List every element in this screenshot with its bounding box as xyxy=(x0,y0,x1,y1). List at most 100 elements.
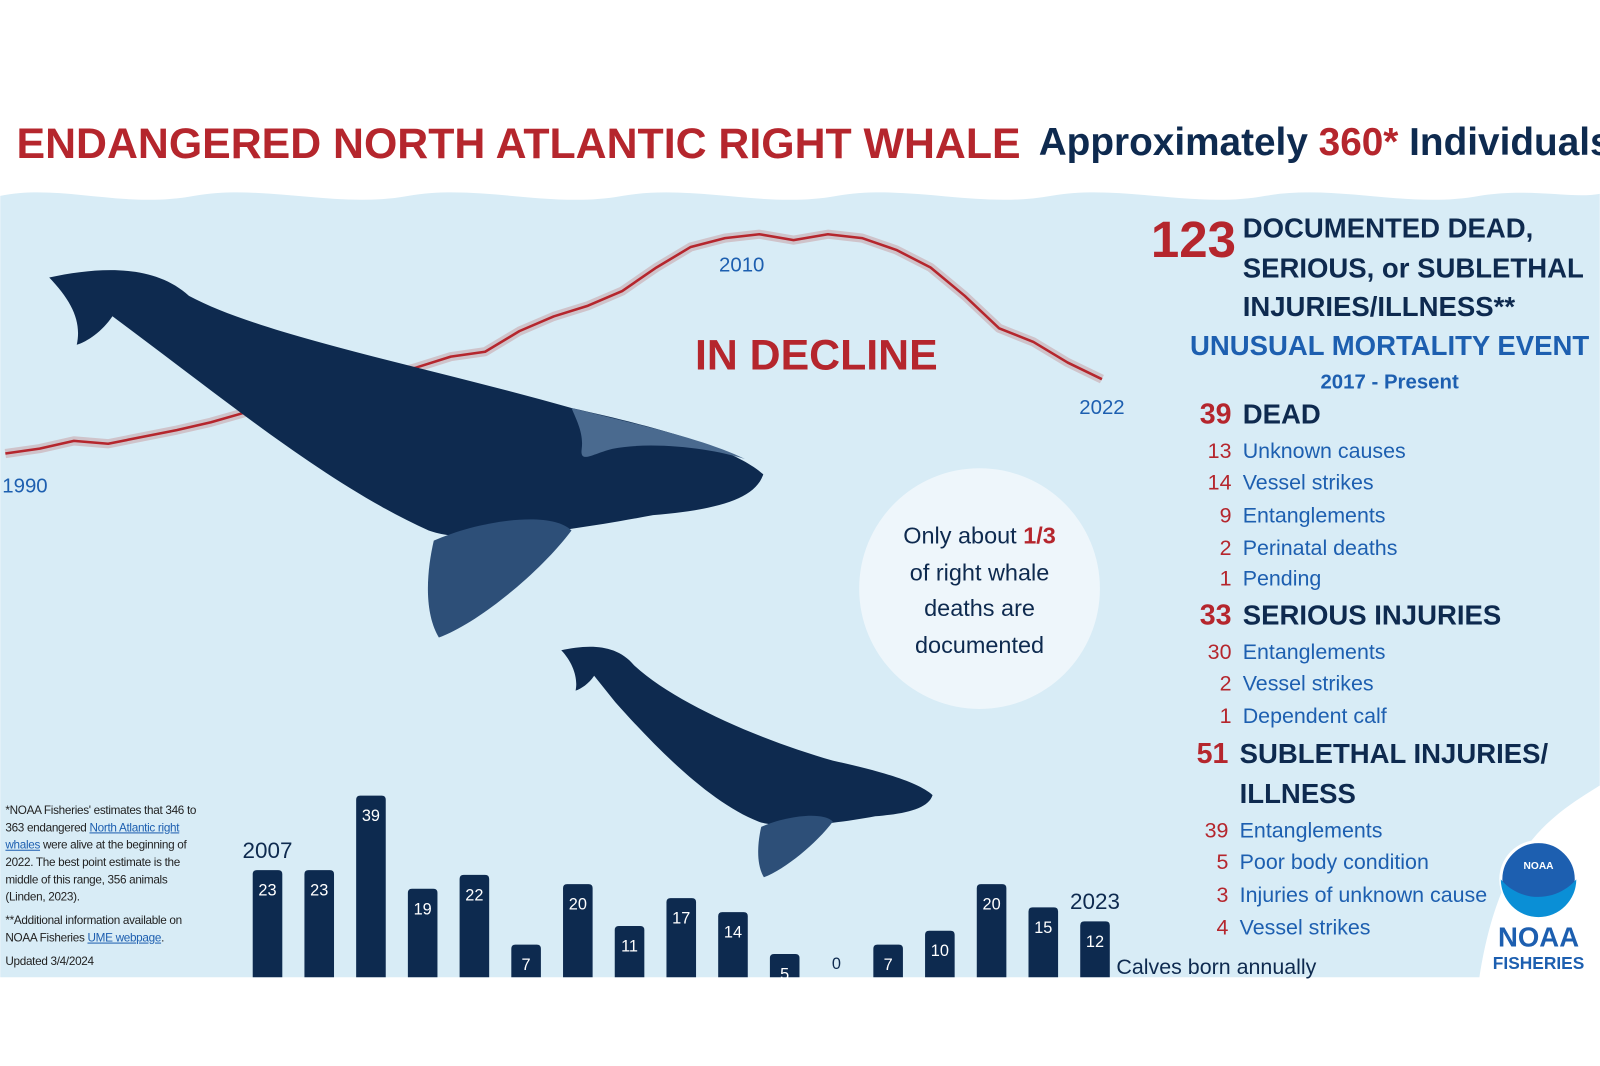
annotation: IN DECLINE xyxy=(695,331,938,379)
bar-value-label: 23 xyxy=(258,882,276,900)
bar-value-label: 11 xyxy=(621,938,638,956)
callout-line: Only about 1/3 xyxy=(903,523,1056,549)
population-trend: 1990 2010 2022 IN DECLINE xyxy=(2,229,1125,498)
bar-value-label: 7 xyxy=(522,956,531,974)
x-category-label: 2007 xyxy=(243,838,293,863)
item-label: Vessel strikes xyxy=(1243,471,1374,495)
group-label: DEAD xyxy=(1243,398,1321,429)
item-count: 3 xyxy=(1217,883,1229,907)
chart-title: Calves born annually xyxy=(1116,955,1316,979)
population-number: 360* xyxy=(1319,121,1400,164)
item-count: 39 xyxy=(1205,818,1229,842)
bar xyxy=(666,898,697,978)
bar xyxy=(614,926,645,978)
bar xyxy=(718,912,748,978)
population-prefix: Approximately xyxy=(1039,121,1309,164)
item-count: 9 xyxy=(1220,503,1232,527)
callout: Only about 1/3 of right whale deaths are… xyxy=(859,468,1100,709)
summary-panel: 123 DOCUMENTED DEAD, SERIOUS, or SUBLETH… xyxy=(1151,211,1589,939)
callout-line: documented xyxy=(915,632,1044,658)
bar-value-label: 15 xyxy=(1034,919,1052,937)
item-label: Injuries of unknown cause xyxy=(1240,883,1488,907)
whale-head-marking xyxy=(571,408,745,460)
bar-value-label: 17 xyxy=(672,910,690,928)
callout-fraction: 1/3 xyxy=(1023,523,1056,549)
bar-value-label: 19 xyxy=(414,900,432,918)
heading: INJURIES/ILLNESS** xyxy=(1243,291,1516,322)
bar-value-label: 22 xyxy=(465,886,483,904)
footnote-text: **Additional information available on NO… xyxy=(5,915,182,945)
footnote-link[interactable]: UME webpage xyxy=(87,932,162,945)
bar xyxy=(304,870,335,978)
footnote: **Additional information available on NO… xyxy=(5,913,209,948)
whale-fin xyxy=(758,815,833,878)
bar-value-label: 7 xyxy=(884,956,893,974)
footnote-text: were alive at the beginning of 2022. The… xyxy=(5,839,187,904)
population: Approximately 360* Individuals xyxy=(1039,121,1600,164)
title: ENDANGERED NORTH ATLANTIC RIGHT WHALE xyxy=(17,120,1021,168)
group-label: SERIOUS INJURIES xyxy=(1243,599,1502,630)
item-count: 30 xyxy=(1208,640,1232,664)
item-label: Vessel strikes xyxy=(1243,672,1374,696)
callout-line: deaths are xyxy=(924,595,1035,621)
bar-value-label: 0 xyxy=(832,955,841,973)
logo: NOAA NOAA FISHERIES xyxy=(1493,840,1584,973)
bar-value-label: 14 xyxy=(724,924,742,942)
heading: DOCUMENTED DEAD, xyxy=(1243,213,1534,244)
bar xyxy=(252,870,283,978)
population-suffix: Individuals xyxy=(1409,121,1600,164)
logo-badge-text: NOAA xyxy=(1524,861,1555,872)
bar xyxy=(976,884,1007,978)
whale-body xyxy=(49,270,764,537)
x-tick-label: 2010 xyxy=(719,254,764,276)
bar-value-label: 10 xyxy=(931,942,949,960)
item-label: Unknown causes xyxy=(1243,439,1406,463)
bar xyxy=(511,944,541,978)
event: UNUSUAL MORTALITY EVENT xyxy=(1190,330,1589,361)
item-label: Entanglements xyxy=(1243,640,1386,664)
heading: SERIOUS, or SUBLETHAL xyxy=(1243,252,1584,283)
item-label: Entanglements xyxy=(1243,503,1386,527)
group-count: 33 xyxy=(1200,599,1232,631)
item-label: Pending xyxy=(1243,567,1322,591)
group-count: 51 xyxy=(1197,738,1229,770)
bar xyxy=(459,874,490,978)
bar xyxy=(1028,907,1059,978)
updated: Updated 3/4/2024 xyxy=(5,955,94,969)
item-count: 1 xyxy=(1220,704,1232,728)
x-category-label: 2023 xyxy=(1070,889,1120,914)
bar-value-label: 20 xyxy=(982,896,1000,914)
small-whale xyxy=(561,646,933,878)
calves-chart: 23 2007 23 39 19 22 7 20 11 17 14 5 0 7 10 20 15 12 2023 Ca… xyxy=(243,795,1317,983)
item-label: Dependent calf xyxy=(1243,704,1387,728)
bar-value-label: 20 xyxy=(569,896,587,914)
footnote-block: *NOAA Fisheries' estimates that 346 to 3… xyxy=(5,803,209,971)
whale-fin xyxy=(427,519,572,638)
item-label: Poor body condition xyxy=(1240,850,1429,874)
group-label: SUBLETHAL INJURIES/ xyxy=(1240,738,1549,769)
footnote-link[interactable]: North Atlantic right whales xyxy=(5,822,180,852)
group-label: ILLNESS xyxy=(1240,778,1356,809)
item-count: 5 xyxy=(1217,850,1229,874)
callout-line: of right whale xyxy=(910,559,1050,585)
item-label: Vessel strikes xyxy=(1240,915,1371,939)
bar-value-label: 39 xyxy=(362,807,380,825)
bar xyxy=(925,930,955,978)
period: 2017 - Present xyxy=(1320,372,1458,394)
logo-text: FISHERIES xyxy=(1493,953,1584,973)
trend-line xyxy=(5,232,1103,455)
item-count: 2 xyxy=(1220,536,1232,560)
item-count: 2 xyxy=(1220,672,1232,696)
bar xyxy=(356,795,386,978)
item-label: Perinatal deaths xyxy=(1243,536,1398,560)
footnote-text: *NOAA Fisheries' estimates that 346 to 3… xyxy=(5,804,197,835)
bar xyxy=(769,953,800,978)
bar xyxy=(1080,921,1110,978)
x-tick-label: 1990 xyxy=(2,476,47,498)
callout-text: Only about xyxy=(903,523,1017,549)
total: 123 xyxy=(1151,211,1236,268)
item-count: 4 xyxy=(1217,915,1229,939)
bar xyxy=(407,888,438,978)
